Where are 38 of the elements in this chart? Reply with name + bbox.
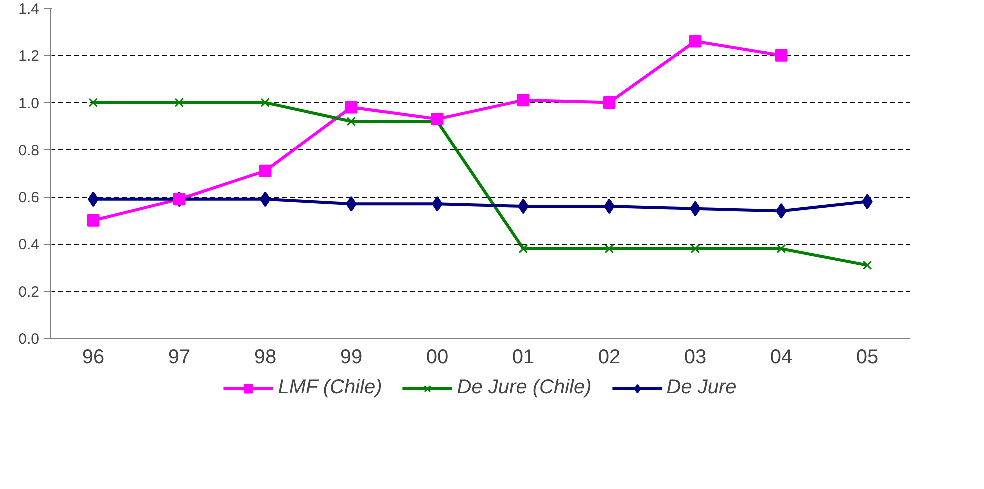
point bbox=[518, 244, 528, 254]
point bbox=[260, 98, 270, 108]
point bbox=[346, 117, 356, 126]
x-tick-label: 96 bbox=[82, 346, 105, 368]
y-tick-label: 0.2 bbox=[18, 284, 40, 301]
point bbox=[862, 260, 872, 270]
point bbox=[689, 35, 702, 48]
point bbox=[775, 49, 788, 62]
point bbox=[259, 164, 272, 178]
point bbox=[345, 101, 358, 114]
y-tick-label: 1.4 bbox=[18, 1, 40, 18]
point bbox=[604, 244, 614, 254]
x-tick-label: 02 bbox=[598, 346, 621, 368]
y-tick-label: 0.4 bbox=[18, 236, 40, 254]
y-tick-label: 0.0 bbox=[18, 331, 40, 348]
y-tick-label: 0.6 bbox=[18, 190, 40, 207]
legend-label: De Jure bbox=[666, 376, 737, 400]
x-tick-label: 05 bbox=[856, 346, 879, 368]
legend-label: De Jure (Chile) bbox=[457, 376, 592, 400]
x-tick-label: 04 bbox=[770, 346, 793, 368]
point bbox=[690, 244, 700, 254]
point bbox=[174, 98, 184, 108]
point bbox=[88, 98, 98, 108]
y-tick-label: 0.8 bbox=[18, 142, 40, 160]
point bbox=[776, 244, 786, 254]
x-tick-label: 98 bbox=[254, 346, 277, 368]
x-tick-label: 99 bbox=[340, 346, 363, 368]
legend-label: LMF (Chile) bbox=[278, 376, 382, 400]
x-tick-label: 97 bbox=[168, 346, 191, 368]
y-tick-label: 1.0 bbox=[18, 95, 40, 112]
x-tick-label: 00 bbox=[426, 346, 449, 368]
x-tick-label: 03 bbox=[684, 346, 707, 368]
point bbox=[603, 96, 616, 110]
point bbox=[517, 94, 530, 107]
y-tick-label: 1.2 bbox=[18, 48, 40, 66]
x-tick-label: 01 bbox=[512, 346, 535, 368]
point bbox=[431, 113, 444, 126]
point bbox=[87, 214, 100, 227]
